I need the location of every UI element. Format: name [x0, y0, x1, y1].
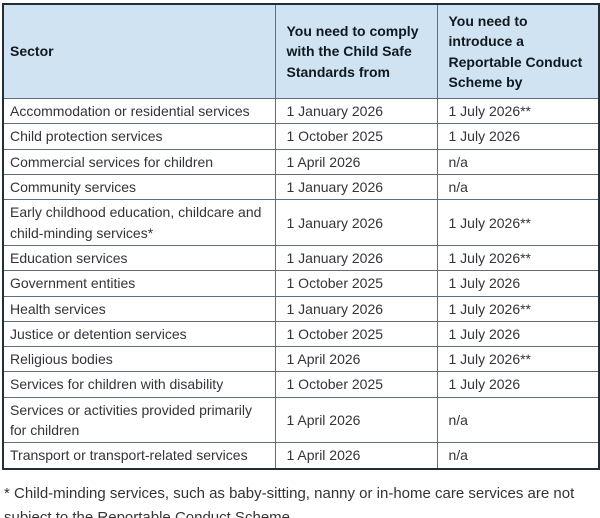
comply-date-cell: 1 October 2025 — [274, 123, 438, 150]
sector-cell: Education services — [2, 244, 276, 272]
table-row: Early childhood education, childcare and… — [2, 199, 600, 246]
header-row: Sector You need to comply with the Child… — [2, 3, 600, 100]
scheme-date-cell: 1 July 2026 — [436, 270, 600, 297]
sector-cell: Services or activities provided primaril… — [2, 396, 276, 444]
sector-cell: Community services — [2, 174, 276, 201]
scheme-date-cell: n/a — [436, 174, 600, 201]
comply-date-cell: 1 October 2025 — [274, 270, 438, 297]
scheme-date-cell: n/a — [436, 442, 600, 470]
comply-date-cell: 1 October 2025 — [274, 371, 438, 398]
scheme-date-cell: n/a — [436, 396, 600, 444]
comply-date-cell: 1 April 2026 — [274, 396, 438, 444]
sector-cell: Government entities — [2, 270, 276, 297]
comply-date-cell: 1 January 2026 — [274, 174, 438, 201]
column-header-scheme-date: You need to introduce a Reportable Condu… — [436, 3, 600, 100]
scheme-date-cell: n/a — [436, 148, 600, 176]
comply-date-cell: 1 January 2026 — [274, 98, 438, 125]
scheme-date-cell: 1 July 2026 — [436, 123, 600, 150]
table-row: Transport or transport-related services … — [2, 442, 600, 470]
table-row: Services or activities provided primaril… — [2, 396, 600, 444]
scheme-date-cell: 1 July 2026 — [436, 320, 600, 348]
footnotes-section: * Child-minding services, such as baby-s… — [2, 470, 598, 518]
comply-date-cell: 1 April 2026 — [274, 442, 438, 470]
table-row: Commercial services for children 1 April… — [2, 148, 600, 176]
table-row: Religious bodies 1 April 2026 1 July 202… — [2, 346, 600, 373]
sector-cell: Religious bodies — [2, 346, 276, 373]
sector-cell: Early childhood education, childcare and… — [2, 199, 276, 246]
scheme-date-cell: 1 July 2026** — [436, 244, 600, 272]
comply-date-cell: 1 January 2026 — [274, 295, 438, 322]
sector-cell: Accommodation or residential services — [2, 98, 276, 125]
scheme-date-cell: 1 July 2026** — [436, 199, 600, 246]
sector-cell: Services for children with disability — [2, 371, 276, 398]
table-row: Government entities 1 October 2025 1 Jul… — [2, 270, 600, 297]
comply-date-cell: 1 April 2026 — [274, 148, 438, 176]
sector-cell: Health services — [2, 295, 276, 322]
comply-date-cell: 1 October 2025 — [274, 320, 438, 348]
table-row: Accommodation or residential services 1 … — [2, 98, 600, 125]
table-row: Services for children with disability 1 … — [2, 371, 600, 398]
compliance-table: Sector You need to comply with the Child… — [2, 3, 600, 470]
sector-cell: Transport or transport-related services — [2, 442, 276, 470]
scheme-date-cell: 1 July 2026 — [436, 371, 600, 398]
table-row: Community services 1 January 2026 n/a — [2, 174, 600, 201]
table-row: Child protection services 1 October 2025… — [2, 123, 600, 150]
table-row: Justice or detention services 1 October … — [2, 320, 600, 348]
comply-date-cell: 1 January 2026 — [274, 199, 438, 246]
sector-cell: Commercial services for children — [2, 148, 276, 176]
comply-date-cell: 1 April 2026 — [274, 346, 438, 373]
table-row: Health services 1 January 2026 1 July 20… — [2, 295, 600, 322]
column-header-sector: Sector — [2, 3, 276, 100]
comply-date-cell: 1 January 2026 — [274, 244, 438, 272]
scheme-date-cell: 1 July 2026** — [436, 346, 600, 373]
scheme-date-cell: 1 July 2026** — [436, 98, 600, 125]
table-row: Education services 1 January 2026 1 July… — [2, 244, 600, 272]
sector-cell: Child protection services — [2, 123, 276, 150]
sector-cell: Justice or detention services — [2, 320, 276, 348]
scheme-date-cell: 1 July 2026** — [436, 295, 600, 322]
footnote-child-minding: * Child-minding services, such as baby-s… — [4, 484, 575, 518]
column-header-comply-date: You need to comply with the Child Safe S… — [274, 3, 438, 100]
